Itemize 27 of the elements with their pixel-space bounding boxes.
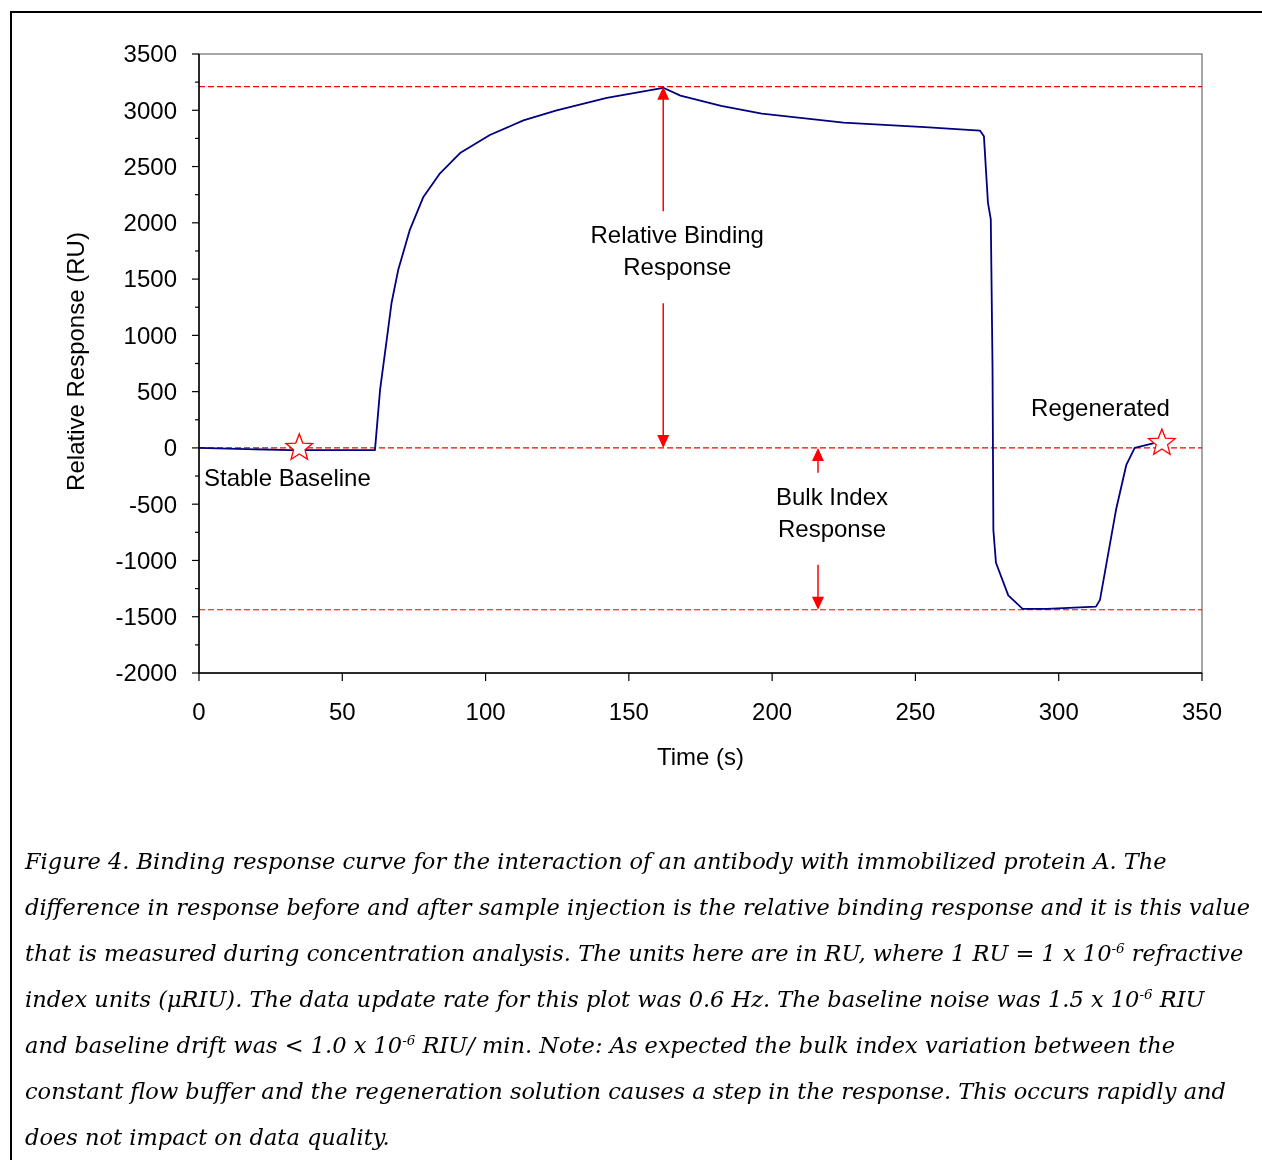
annotation: Relative Binding Response (590, 221, 764, 281)
y-tick-label: -2000 (115, 659, 177, 687)
y-tick-label: 500 (136, 378, 177, 406)
text: Figure 4. Binding response curve for the interaction of an antibody with immobilized protein A. The difference in response before and after sample injection is the relative binding response and it is this value that is measured during concentration analysis. The units here are in RU, where 1 RU = 1 x 10$^{-6}$ refractive index units (μRIU). The data update rate for this plot was 0.6 Hz. The baseline noise was 1.5 x 10$^{-6}$ RIU and baseline drift was < 1.0 x 10$^{-6}$ RIU/ min. Note: As expected the bulk index variation between the constant flow buffer and the regeneration solution causes a step in the response. This occurs rapidly and does not impact on data quality. (25, 848, 1251, 1150)
x-tick-label: 200 (752, 698, 793, 725)
y-tick-label: 3000 (123, 96, 177, 124)
y-tick-label: -1500 (115, 603, 177, 631)
x-tick-label: 300 (1038, 698, 1079, 725)
y-axis-title: Relative Response (RU) (62, 232, 89, 491)
annotation: Bulk Index Response (775, 482, 889, 542)
y-tick-label: 1500 (123, 265, 177, 293)
y-tick-label: -500 (128, 490, 177, 518)
y-tick-label: 1000 (123, 321, 177, 349)
x-tick-label: 350 (1181, 698, 1223, 725)
y-tick-label: 2000 (123, 209, 177, 237)
x-tick-label: 250 (895, 698, 936, 725)
x-tick-label: 0 (192, 698, 206, 725)
x-tick-label: 150 (608, 698, 649, 725)
x-tick-label: 100 (465, 698, 506, 725)
x-axis-title: Time (s) (656, 743, 745, 770)
y-tick-label: 3500 (123, 40, 177, 68)
y-tick-label: 2500 (123, 152, 177, 180)
y-tick-label: 0 (163, 434, 177, 462)
annotation: Stable Baseline (204, 463, 371, 491)
x-tick-label: 50 (328, 698, 356, 725)
annotation: Regenerated (1031, 393, 1170, 421)
y-tick-label: -1000 (115, 546, 177, 574)
